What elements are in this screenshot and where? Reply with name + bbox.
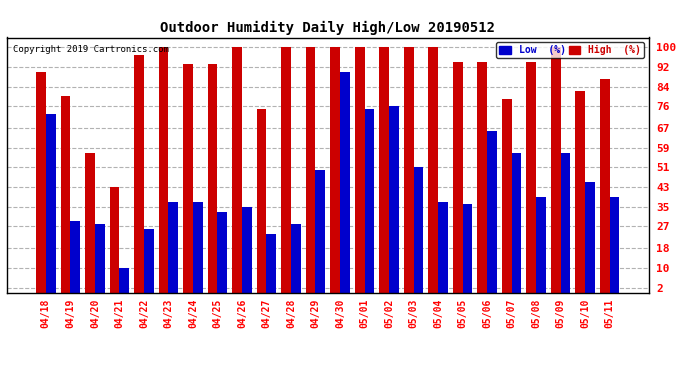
Bar bbox=[193, 202, 203, 292]
Bar bbox=[340, 72, 350, 292]
Bar bbox=[70, 221, 80, 292]
Bar bbox=[291, 224, 301, 292]
Bar bbox=[428, 47, 438, 292]
Bar bbox=[413, 168, 424, 292]
Bar bbox=[600, 79, 610, 292]
Bar bbox=[477, 62, 487, 292]
Bar bbox=[585, 182, 595, 292]
Bar bbox=[183, 64, 193, 292]
Bar bbox=[438, 202, 448, 292]
Bar bbox=[453, 62, 462, 292]
Bar bbox=[462, 204, 473, 292]
Bar bbox=[119, 268, 129, 292]
Bar bbox=[511, 153, 522, 292]
Bar bbox=[208, 64, 217, 292]
Bar bbox=[266, 234, 276, 292]
Bar bbox=[36, 72, 46, 292]
Bar bbox=[61, 96, 70, 292]
Bar bbox=[364, 109, 374, 292]
Bar bbox=[560, 153, 571, 292]
Bar bbox=[502, 99, 511, 292]
Bar bbox=[355, 47, 364, 292]
Text: Copyright 2019 Cartronics.com: Copyright 2019 Cartronics.com bbox=[13, 45, 169, 54]
Bar bbox=[389, 106, 399, 292]
Bar bbox=[306, 47, 315, 292]
Bar bbox=[551, 47, 560, 292]
Bar bbox=[217, 211, 227, 292]
Bar bbox=[159, 47, 168, 292]
Legend: Low  (%), High  (%): Low (%), High (%) bbox=[496, 42, 644, 58]
Bar bbox=[257, 109, 266, 292]
Bar bbox=[168, 202, 178, 292]
Bar bbox=[315, 170, 325, 292]
Bar bbox=[144, 229, 154, 292]
Bar bbox=[85, 153, 95, 292]
Bar bbox=[487, 130, 497, 292]
Bar bbox=[232, 47, 242, 292]
Bar bbox=[110, 187, 119, 292]
Bar bbox=[575, 92, 585, 292]
Bar bbox=[380, 47, 389, 292]
Bar bbox=[46, 114, 56, 292]
Bar bbox=[610, 197, 620, 292]
Bar bbox=[134, 55, 144, 292]
Title: Outdoor Humidity Daily High/Low 20190512: Outdoor Humidity Daily High/Low 20190512 bbox=[160, 21, 495, 35]
Bar bbox=[526, 62, 536, 292]
Bar bbox=[404, 47, 413, 292]
Bar bbox=[242, 207, 252, 292]
Bar bbox=[282, 47, 291, 292]
Bar bbox=[95, 224, 105, 292]
Bar bbox=[331, 47, 340, 292]
Bar bbox=[536, 197, 546, 292]
